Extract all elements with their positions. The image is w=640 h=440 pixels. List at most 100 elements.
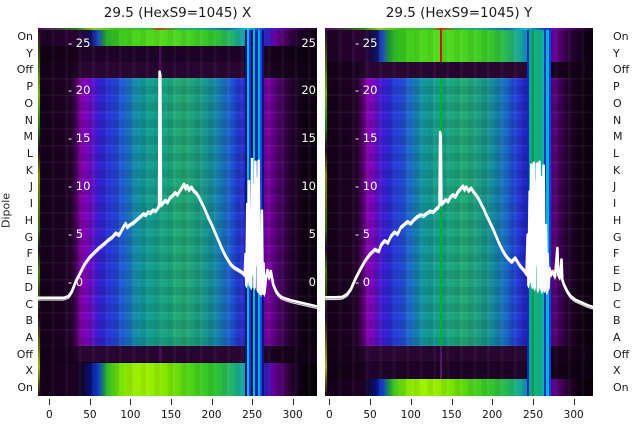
x-tick	[211, 399, 213, 405]
x-tick	[410, 399, 412, 405]
row-label-left-h-11: H	[24, 213, 33, 227]
x-tick	[292, 399, 294, 405]
stripe-artifact	[526, 28, 529, 396]
band-on-bottom	[325, 379, 593, 396]
row-label-right-a-18: A	[613, 330, 621, 344]
x-tick	[533, 399, 534, 405]
row-label-right-f-13: F	[613, 247, 620, 261]
band-main	[38, 78, 317, 346]
row-label-right-k-8: K	[613, 163, 621, 177]
stripe-artifact	[545, 28, 549, 396]
left-edge-sliver	[38, 28, 40, 396]
x-tick-label-100: 100	[400, 409, 421, 421]
row-label-left-o-4: O	[24, 96, 33, 110]
x-tick-label-150: 150	[441, 409, 462, 421]
row-label-right-p-3: P	[613, 80, 620, 94]
row-label-right-e-14: E	[613, 264, 620, 278]
vline-artifact	[440, 28, 443, 62]
row-label-right-g-12: G	[613, 230, 622, 244]
x-tick-label-50: 50	[363, 409, 377, 421]
row-label-right-off-2: Off	[613, 63, 630, 77]
row-label-left-j-9: J	[29, 180, 33, 194]
row-label-right-x-20: X	[613, 364, 621, 378]
row-label-right-n-5: N	[613, 113, 622, 127]
panel-title-y: 29.5 (HexS9=1045) Y	[385, 5, 533, 21]
row-label-left-g-12: G	[24, 230, 33, 244]
stripe-artifact	[548, 28, 551, 396]
band-off-bottom	[325, 345, 593, 363]
x-tick	[130, 399, 132, 405]
x-tick	[171, 399, 172, 405]
x-tick	[89, 399, 91, 405]
row-label-left-f-13: F	[26, 247, 33, 261]
left-edge-sliver	[325, 28, 327, 396]
row-label-right-b-17: B	[613, 314, 621, 328]
row-label-left-on-21: On	[17, 381, 33, 395]
band-off-bottom	[38, 345, 317, 363]
row-label-left-b-17: B	[25, 314, 33, 328]
row-label-left-k-8: K	[25, 163, 33, 177]
row-label-left-d-15: D	[24, 280, 33, 294]
x-tick-label-250: 250	[242, 409, 263, 421]
row-label-left-m-6: M	[23, 130, 34, 144]
x-tick-label-300: 300	[563, 409, 584, 421]
vline-artifact	[158, 46, 161, 79]
band-x-bottom	[325, 362, 593, 380]
x-tick	[451, 399, 453, 405]
x-tick-label-200: 200	[482, 409, 503, 421]
band-x-on-bottom	[38, 362, 317, 396]
row-label-right-d-15: D	[613, 280, 622, 294]
vline-artifact	[440, 78, 443, 346]
row-label-left-off-2: Off	[16, 63, 33, 77]
signal-curve	[38, 70, 317, 310]
row-label-right-l-7: L	[613, 146, 620, 160]
heatmap-panel-y: - 25- 20- 15- 10- 5- 0	[325, 28, 593, 396]
vline-artifact	[440, 345, 443, 380]
band-off-top	[38, 62, 317, 79]
row-label-right-on-0: On	[613, 29, 629, 43]
top-edge-color-strip	[38, 28, 317, 30]
row-label-right-h-11: H	[613, 213, 622, 227]
x-tick	[49, 399, 51, 405]
row-label-right-j-9: J	[613, 180, 617, 194]
x-tick	[329, 399, 331, 405]
panel-title-x: 29.5 (HexS9=1045) X	[103, 5, 252, 21]
row-label-left-p-3: P	[26, 80, 33, 94]
row-label-left-off-19: Off	[16, 347, 33, 361]
x-tick-label-250: 250	[522, 409, 544, 421]
row-label-left-e-14: E	[26, 264, 33, 278]
row-label-right-y-1: Y	[613, 46, 620, 60]
row-label-right-o-4: O	[613, 96, 622, 110]
x-tick	[252, 399, 254, 405]
vline-artifact	[158, 345, 161, 363]
row-label-left-y-1: Y	[26, 46, 33, 60]
band-off-top	[325, 61, 593, 79]
x-tick	[370, 399, 371, 405]
x-tick-label-0: 0	[325, 409, 333, 421]
x-tick	[492, 399, 494, 405]
row-label-right-i-10: I	[613, 197, 617, 211]
x-tick	[573, 399, 575, 405]
row-label-left-x-20: X	[25, 364, 33, 378]
band-y-off	[38, 46, 317, 62]
x-tick-label-300: 300	[282, 409, 303, 421]
row-label-left-c-16: C	[25, 297, 33, 311]
row-label-left-on-0: On	[17, 29, 33, 43]
row-label-right-on-21: On	[613, 381, 629, 395]
row-label-left-l-7: L	[26, 146, 33, 160]
row-label-right-m-6: M	[613, 130, 623, 144]
x-tick-label-50: 50	[83, 409, 97, 421]
x-tick-label-200: 200	[201, 409, 222, 421]
row-label-left-a-18: A	[25, 330, 33, 344]
signal-curve	[325, 130, 593, 310]
row-label-left-n-5: N	[24, 113, 33, 127]
x-tick-label-100: 100	[120, 409, 141, 421]
top-edge-color-strip	[325, 28, 593, 30]
x-tick-label-150: 150	[160, 409, 182, 421]
row-label-right-c-16: C	[613, 297, 621, 311]
x-tick-label-0: 0	[45, 409, 53, 421]
row-label-left-i-10: I	[29, 197, 33, 211]
row-label-right-off-19: Off	[613, 347, 630, 361]
